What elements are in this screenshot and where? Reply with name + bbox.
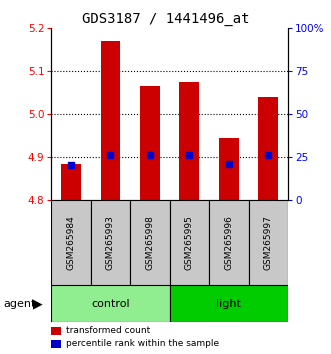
Text: GSM265995: GSM265995 bbox=[185, 215, 194, 270]
Bar bbox=[249, 200, 288, 285]
Text: GDS3187 / 1441496_at: GDS3187 / 1441496_at bbox=[82, 12, 249, 27]
Text: light: light bbox=[216, 298, 241, 309]
Text: GSM265993: GSM265993 bbox=[106, 215, 115, 270]
Text: GSM265998: GSM265998 bbox=[145, 215, 155, 270]
Text: control: control bbox=[91, 298, 130, 309]
Text: percentile rank within the sample: percentile rank within the sample bbox=[66, 339, 219, 348]
Bar bbox=[219, 138, 239, 200]
Bar bbox=[91, 200, 130, 285]
Bar bbox=[101, 41, 120, 200]
Text: GSM265997: GSM265997 bbox=[264, 215, 273, 270]
Bar bbox=[140, 86, 160, 200]
Text: GSM265996: GSM265996 bbox=[224, 215, 233, 270]
Text: transformed count: transformed count bbox=[66, 326, 151, 335]
Bar bbox=[51, 200, 91, 285]
Text: GSM265984: GSM265984 bbox=[67, 215, 75, 270]
Bar bbox=[169, 285, 288, 322]
Bar bbox=[179, 82, 199, 200]
Bar bbox=[61, 164, 81, 200]
Bar bbox=[51, 285, 169, 322]
Bar bbox=[209, 200, 249, 285]
Text: agent: agent bbox=[3, 298, 36, 309]
Bar bbox=[130, 200, 169, 285]
Text: ▶: ▶ bbox=[33, 297, 43, 310]
Bar bbox=[169, 200, 209, 285]
Bar bbox=[259, 97, 278, 200]
